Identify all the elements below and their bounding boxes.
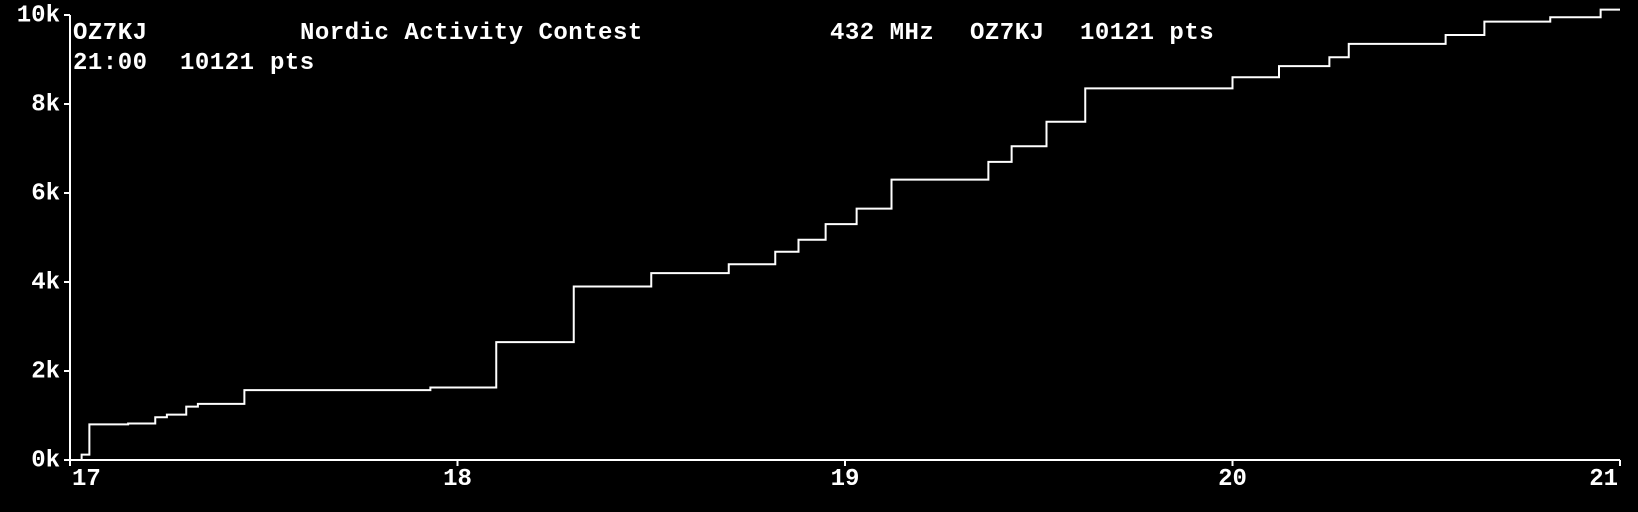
x-tick-label: 17: [72, 466, 101, 493]
contest-score-chart: 0k 2k 4k 6k 8k 10k 17 18 19 20 21 OZ7KJ Nordic Act…: [0, 0, 1638, 512]
y-tick-label: 4k: [31, 269, 60, 296]
points-unit: pts: [270, 50, 315, 77]
band-label: 432 MHz: [830, 20, 934, 47]
x-tick-label: 21: [1589, 466, 1618, 493]
points-label: 10121 pts: [1080, 20, 1214, 47]
points-value: 10121: [180, 50, 255, 77]
x-tick-label: 18: [443, 466, 472, 493]
x-tick-label: 20: [1218, 466, 1247, 493]
y-tick-label: 8k: [31, 91, 60, 118]
score-step-line: [70, 10, 1620, 460]
contest-name: Nordic Activity Contest: [300, 20, 643, 47]
x-tick-label: 19: [831, 466, 860, 493]
y-tick-label: 2k: [31, 358, 60, 385]
y-tick-label: 0k: [31, 447, 60, 474]
y-tick-label: 6k: [31, 180, 60, 207]
callsign-label: OZ7KJ: [73, 20, 148, 47]
y-tick-label: 10k: [17, 2, 60, 29]
callsign2-label: OZ7KJ: [970, 20, 1045, 47]
time-label: 21:00: [73, 50, 148, 77]
